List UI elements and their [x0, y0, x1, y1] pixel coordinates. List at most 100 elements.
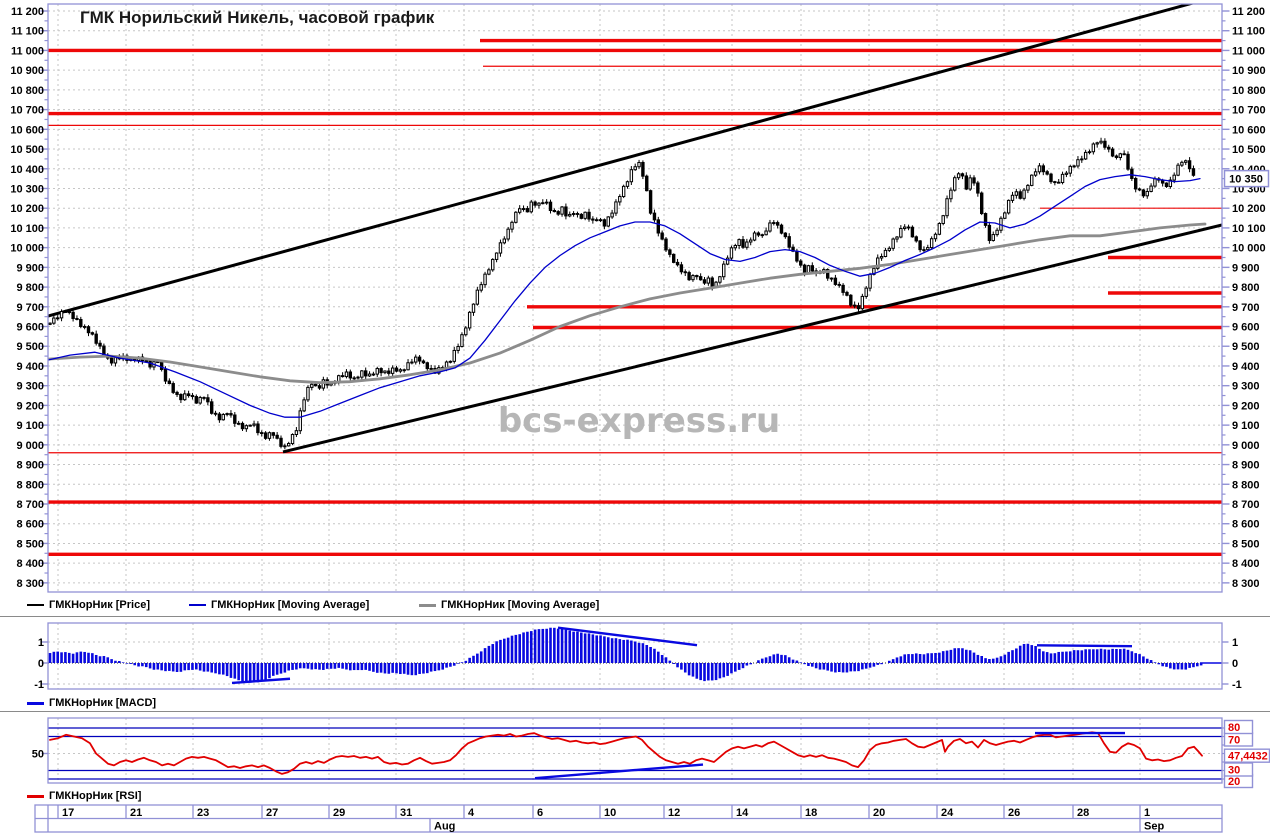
price-axis-label-right: 8 700 [1232, 499, 1260, 511]
last-price-label: 10 350 [1229, 174, 1263, 186]
price-axis-label-right: 9 600 [1232, 322, 1260, 334]
price-axis-label-left: 9 500 [16, 341, 44, 353]
price-data-layer [48, 4, 1222, 556]
date-label: 26 [1008, 807, 1020, 819]
legend-row-macd: ГМКНорНик [MACD] [0, 695, 1270, 711]
rsi-level-box-20-label: 20 [1228, 776, 1240, 788]
date-label: 18 [805, 807, 817, 819]
trend-channel-lines [48, 4, 1222, 454]
price-axis-label-left: 9 000 [16, 440, 44, 452]
price-axis-label-right: 9 800 [1232, 282, 1260, 294]
macd-axis-label-right: -1 [1232, 679, 1242, 691]
legend-price-item: ГМКНорНик [Price] [27, 597, 150, 613]
date-label: 31 [400, 807, 412, 819]
price-axis-label-right: 8 600 [1232, 519, 1260, 531]
price-axis-label-left: 9 400 [16, 361, 44, 373]
date-label: 10 [604, 807, 616, 819]
price-axis-label-right: 9 400 [1232, 361, 1260, 373]
rsi-level-box-30-label: 30 [1228, 765, 1240, 777]
price-panel-border [47, 3, 1223, 593]
support-resistance-levels [48, 38, 1222, 556]
macd-panel-border [47, 622, 1223, 690]
legend-rsi-swatch [27, 794, 44, 798]
rsi-trendline-1 [534, 763, 704, 780]
price-axis-label-left: 8 600 [16, 519, 44, 531]
rsi-level-box-70-label: 70 [1228, 735, 1240, 747]
price-axis-label-left: 8 700 [16, 499, 44, 511]
price-axis-label-right: 9 700 [1232, 302, 1260, 314]
price-axis-label-left: 10 500 [10, 144, 44, 156]
price-axis-label-left: 9 900 [16, 262, 44, 274]
candlestick-series [48, 137, 1196, 450]
price-axis-label-left: 11 000 [11, 45, 44, 57]
price-axis-label-right: 8 500 [1232, 538, 1260, 550]
price-axis-label-right: 9 900 [1232, 262, 1260, 274]
legend-rsi-item: ГМКНорНик [RSI] [27, 788, 141, 804]
macd-trendline-3 [1036, 644, 1133, 648]
panel-divider [0, 616, 1270, 618]
macd-axis-label-left: 1 [38, 637, 44, 649]
rsi-value-box-label: 47,4432 [1228, 751, 1268, 763]
legend-price-swatch [419, 603, 436, 607]
main-price-panel [47, 3, 1223, 593]
macd-axis-label-left: 0 [38, 658, 44, 670]
price-axis-label-left: 9 300 [16, 381, 44, 393]
rsi-axis-label-left: 50 [32, 749, 44, 761]
page-title: ГМК Норильский Никель, часовой график [80, 8, 435, 27]
legend-price-swatch [27, 604, 44, 606]
macd-trendline-2 [557, 626, 698, 647]
date-label: 24 [941, 807, 954, 819]
price-axis-label-left: 8 800 [16, 479, 44, 491]
price-axis-label-right: 10 700 [1232, 105, 1266, 117]
panel-divider [0, 711, 1270, 713]
date-label: 20 [873, 807, 885, 819]
rsi-level-box-80-label: 80 [1228, 722, 1240, 734]
legend-price-label: ГМКНорНик [Moving Average] [211, 599, 370, 611]
rsi-data-layer [48, 727, 1222, 780]
date-label: 28 [1077, 807, 1089, 819]
legend-row-rsi: ГМКНорНик [RSI] [0, 788, 1270, 804]
date-axis-table: 17 21 23 27 29 31 4 6 10 12 14 18 20 24 26 28 1 Aug Sep [34, 804, 1223, 833]
macd-panel [47, 622, 1223, 690]
month-label: Sep [1144, 821, 1164, 833]
price-axis-label-left: 9 800 [16, 282, 44, 294]
date-label: 21 [130, 807, 142, 819]
date-label: 23 [197, 807, 209, 819]
price-axis-label-right: 10 100 [1232, 223, 1266, 235]
rsi-panel [47, 717, 1223, 784]
macd-histogram [48, 627, 1203, 683]
price-axis-label-right: 9 000 [1232, 440, 1260, 452]
price-axis-label-left: 9 700 [16, 302, 44, 314]
price-axis-label-left: 10 900 [10, 65, 44, 77]
price-axis-label-left: 8 300 [16, 578, 44, 590]
price-axis-label-left: 9 600 [16, 322, 44, 334]
price-axis-label-right: 10 500 [1232, 144, 1266, 156]
month-label: Aug [434, 821, 455, 833]
rsi-level-box-80: 80 [1223, 719, 1254, 735]
price-axis-label-left: 10 300 [10, 183, 44, 195]
price-axis-label-left: 10 200 [10, 203, 44, 215]
price-axis-label-right: 10 900 [1232, 65, 1266, 77]
price-axis-label-right: 11 100 [1232, 26, 1265, 38]
price-axis-label-right: 10 600 [1232, 124, 1266, 136]
date-label: 14 [736, 807, 749, 819]
price-axis-label-left: 11 100 [11, 26, 44, 38]
rsi-panel-border [47, 717, 1223, 784]
price-axis-label-left: 10 700 [10, 105, 44, 117]
macd-axis-label-left: -1 [34, 679, 44, 691]
main-grid [48, 4, 1222, 592]
legend-price-swatch [189, 604, 206, 606]
price-axis-label-right: 11 200 [1232, 6, 1265, 18]
price-axis-label-right: 9 100 [1232, 420, 1260, 432]
price-axis-label-left: 10 400 [10, 164, 44, 176]
rsi-level-box-30: 30 [1223, 762, 1254, 777]
macd-axis-label-right: 0 [1232, 658, 1238, 670]
legend-macd-item: ГМКНорНик [MACD] [27, 695, 156, 711]
price-axis-label-right: 9 500 [1232, 341, 1260, 353]
price-axis-label-left: 10 000 [10, 243, 44, 255]
date-label: 27 [266, 807, 278, 819]
price-axis-label-right: 9 300 [1232, 381, 1260, 393]
last-price-box: 10 350 [1223, 169, 1270, 188]
